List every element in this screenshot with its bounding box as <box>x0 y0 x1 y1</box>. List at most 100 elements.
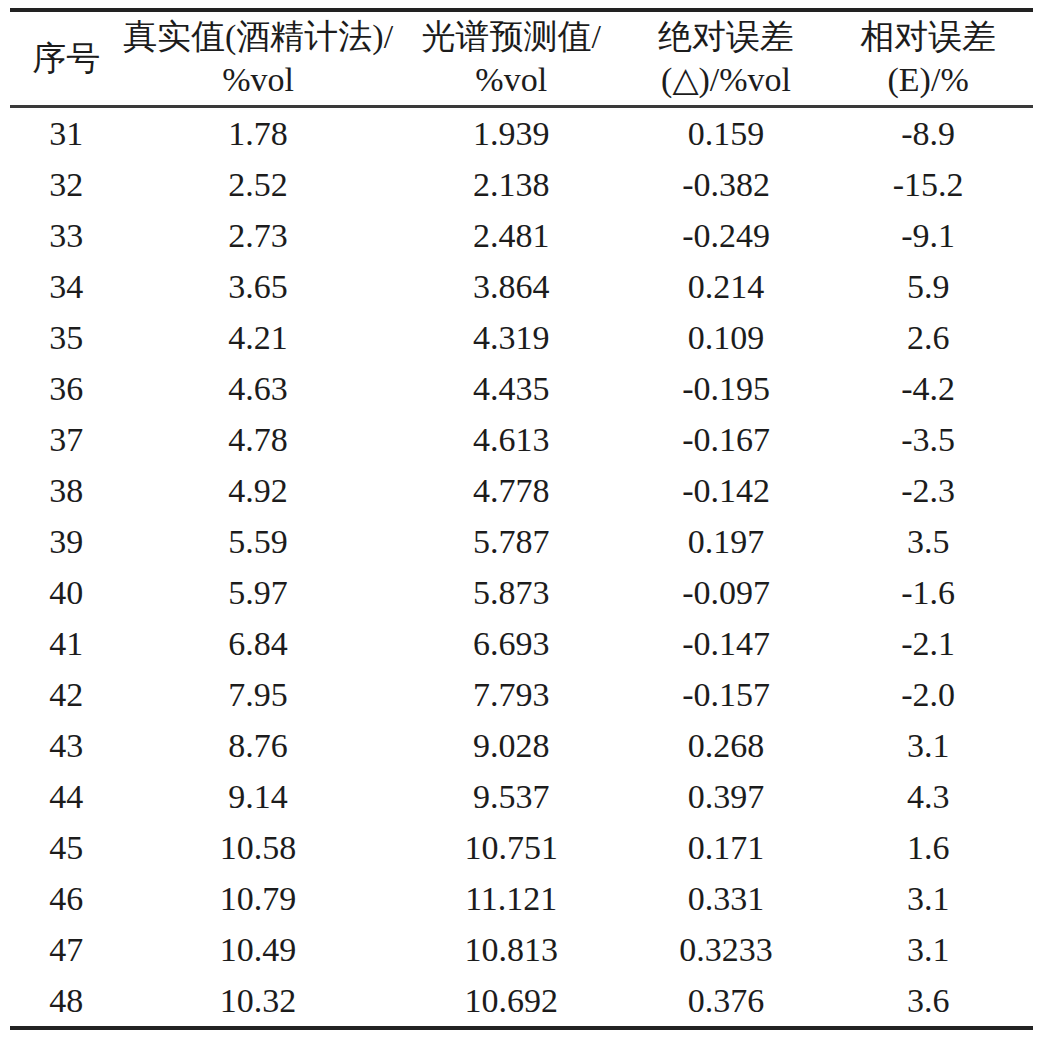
table-cell: 10.813 <box>394 924 629 975</box>
table-cell: 5.787 <box>394 516 629 567</box>
table-cell: 5.9 <box>823 261 1033 312</box>
table-cell: -0.249 <box>629 210 823 261</box>
table-cell: -2.1 <box>823 618 1033 669</box>
column-header-index: 序号 <box>10 10 123 107</box>
table-cell: 2.481 <box>394 210 629 261</box>
table-cell: -0.157 <box>629 669 823 720</box>
table-row: 4610.7911.1210.3313.1 <box>10 873 1033 924</box>
table-cell: 3.1 <box>823 873 1033 924</box>
table-cell: 5.59 <box>123 516 394 567</box>
table-cell: 37 <box>10 414 123 465</box>
table-cell: 11.121 <box>394 873 629 924</box>
table-cell: -1.6 <box>823 567 1033 618</box>
table-cell: 5.97 <box>123 567 394 618</box>
table-row: 427.957.793-0.157-2.0 <box>10 669 1033 720</box>
table-row: 343.653.8640.2145.9 <box>10 261 1033 312</box>
table-row: 4510.5810.7510.1711.6 <box>10 822 1033 873</box>
table-cell: 4.778 <box>394 465 629 516</box>
table-row: 354.214.3190.1092.6 <box>10 312 1033 363</box>
table-cell: 0.109 <box>629 312 823 363</box>
table-cell: -2.3 <box>823 465 1033 516</box>
table-body: 311.781.9390.159-8.9322.522.138-0.382-15… <box>10 107 1033 1029</box>
table-cell: 0.159 <box>629 107 823 160</box>
table-cell: 0.214 <box>629 261 823 312</box>
table-cell: 9.028 <box>394 720 629 771</box>
table-cell: 45 <box>10 822 123 873</box>
table-cell: 32 <box>10 159 123 210</box>
column-header-predicted-value: 光谱预测值/ %vol <box>394 10 629 107</box>
table-cell: 4.92 <box>123 465 394 516</box>
table-cell: 2.6 <box>823 312 1033 363</box>
table-cell: 3.1 <box>823 720 1033 771</box>
table-cell: 4.435 <box>394 363 629 414</box>
table-cell: 33 <box>10 210 123 261</box>
table-cell: 4.63 <box>123 363 394 414</box>
table-cell: 36 <box>10 363 123 414</box>
table-cell: 10.58 <box>123 822 394 873</box>
table-cell: -4.2 <box>823 363 1033 414</box>
table-cell: 42 <box>10 669 123 720</box>
table-row: 438.769.0280.2683.1 <box>10 720 1033 771</box>
table-cell: 7.95 <box>123 669 394 720</box>
table-cell: 1.6 <box>823 822 1033 873</box>
table-cell: 3.5 <box>823 516 1033 567</box>
table-cell: 0.3233 <box>629 924 823 975</box>
table-cell: 10.692 <box>394 975 629 1028</box>
table-cell: 2.73 <box>123 210 394 261</box>
header-label-line1: 光谱预测值/ <box>394 15 629 58</box>
table-row: 332.732.481-0.249-9.1 <box>10 210 1033 261</box>
table-cell: 43 <box>10 720 123 771</box>
table-cell: -0.382 <box>629 159 823 210</box>
table-header: 序号 真实值(酒精计法)/ %vol 光谱预测值/ %vol 绝对误差 (△)/… <box>10 10 1033 107</box>
table-row: 364.634.435-0.195-4.2 <box>10 363 1033 414</box>
table-cell: -0.097 <box>629 567 823 618</box>
table-row: 322.522.138-0.382-15.2 <box>10 159 1033 210</box>
table-cell: 48 <box>10 975 123 1028</box>
table-cell: 4.78 <box>123 414 394 465</box>
table-row: 405.975.873-0.097-1.6 <box>10 567 1033 618</box>
table-cell: 44 <box>10 771 123 822</box>
table-cell: 40 <box>10 567 123 618</box>
table-cell: -0.167 <box>629 414 823 465</box>
table-cell: 6.693 <box>394 618 629 669</box>
table-cell: 0.376 <box>629 975 823 1028</box>
table-cell: -15.2 <box>823 159 1033 210</box>
header-row: 序号 真实值(酒精计法)/ %vol 光谱预测值/ %vol 绝对误差 (△)/… <box>10 10 1033 107</box>
table-cell: 4.21 <box>123 312 394 363</box>
table-cell: 3.65 <box>123 261 394 312</box>
table-cell: 31 <box>10 107 123 160</box>
table-cell: 2.52 <box>123 159 394 210</box>
table-cell: 10.751 <box>394 822 629 873</box>
header-label-line2: %vol <box>394 58 629 101</box>
table-cell: 10.79 <box>123 873 394 924</box>
table-cell: -0.142 <box>629 465 823 516</box>
table-cell: 0.397 <box>629 771 823 822</box>
table-cell: -2.0 <box>823 669 1033 720</box>
table-cell: 47 <box>10 924 123 975</box>
table-cell: -0.195 <box>629 363 823 414</box>
table-cell: 0.331 <box>629 873 823 924</box>
table-cell: 3.6 <box>823 975 1033 1028</box>
table-cell: 7.793 <box>394 669 629 720</box>
table-row: 449.149.5370.3974.3 <box>10 771 1033 822</box>
data-table: 序号 真实值(酒精计法)/ %vol 光谱预测值/ %vol 绝对误差 (△)/… <box>10 8 1033 1030</box>
table-cell: -0.147 <box>629 618 823 669</box>
table-cell: 10.49 <box>123 924 394 975</box>
header-label-line1: 真实值(酒精计法)/ <box>123 15 394 58</box>
table-cell: 4.3 <box>823 771 1033 822</box>
table-cell: 9.537 <box>394 771 629 822</box>
table-cell: 1.78 <box>123 107 394 160</box>
table-cell: 3.1 <box>823 924 1033 975</box>
header-label-line2: (E)/% <box>823 58 1033 101</box>
table-cell: 1.939 <box>394 107 629 160</box>
table-cell: 8.76 <box>123 720 394 771</box>
header-label: 序号 <box>10 37 123 80</box>
column-header-relative-error: 相对误差 (E)/% <box>823 10 1033 107</box>
table-row: 311.781.9390.159-8.9 <box>10 107 1033 160</box>
table-cell: 39 <box>10 516 123 567</box>
table-cell: 34 <box>10 261 123 312</box>
column-header-absolute-error: 绝对误差 (△)/%vol <box>629 10 823 107</box>
header-label-line2: (△)/%vol <box>629 58 823 101</box>
table-cell: 0.197 <box>629 516 823 567</box>
table-cell: 41 <box>10 618 123 669</box>
